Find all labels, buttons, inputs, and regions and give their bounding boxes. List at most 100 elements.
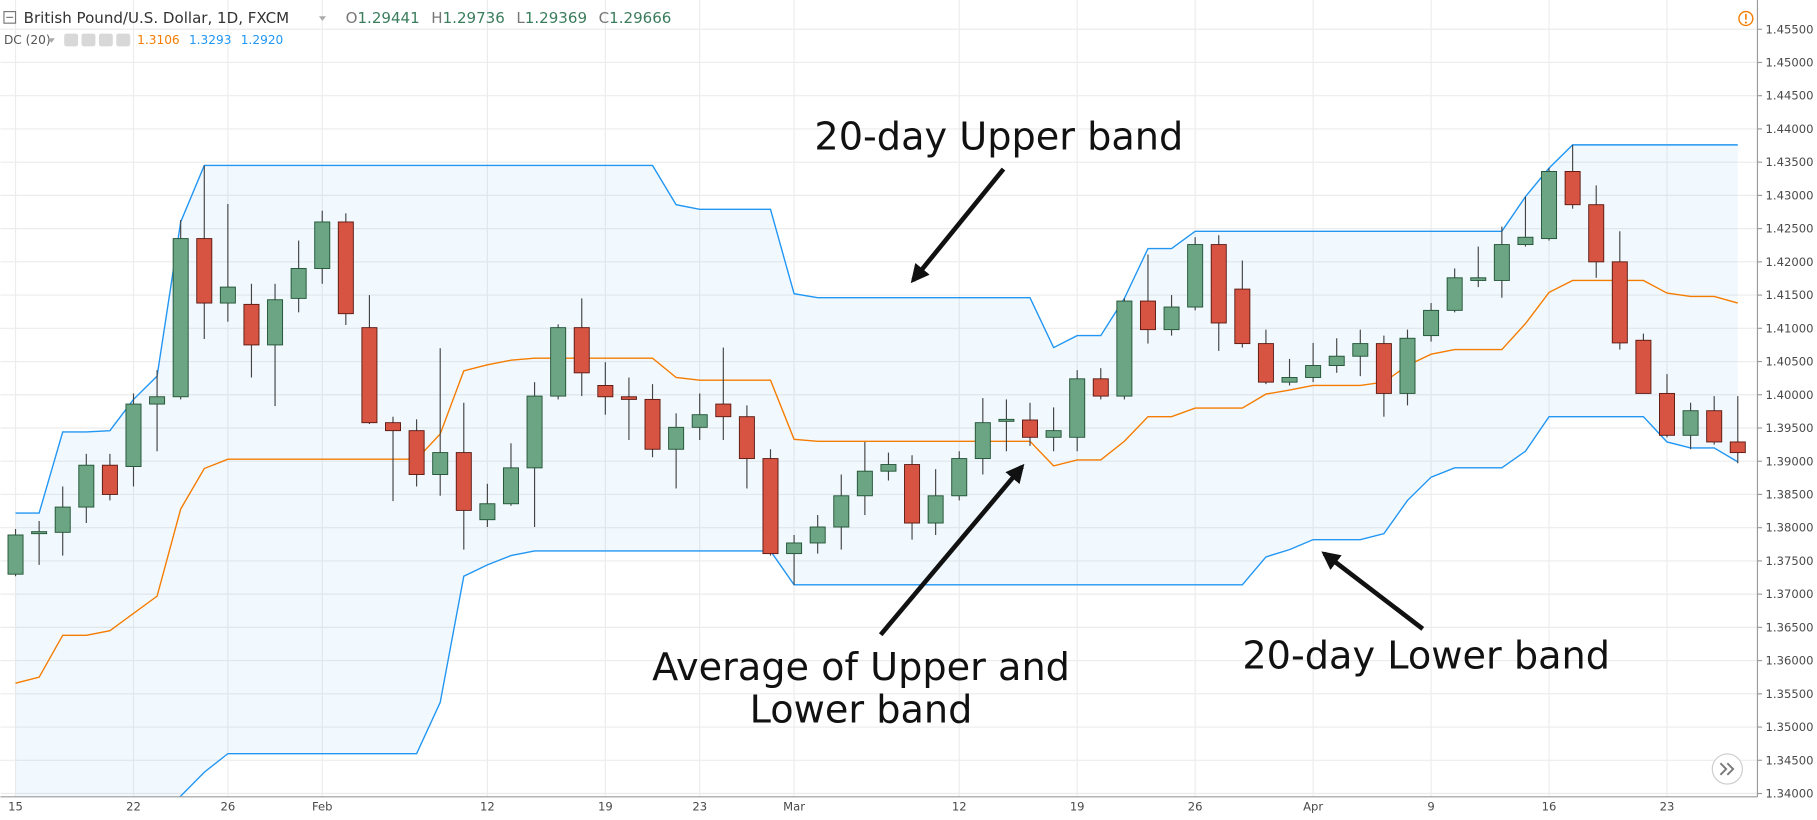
upper-band: [15, 144, 1738, 514]
alert-icon[interactable]: [1738, 10, 1754, 27]
ohlc-value: 1.29441: [357, 9, 419, 27]
candle-body: [432, 452, 449, 475]
y-tick-label: 1.40000: [1766, 388, 1814, 402]
ohlc-label: O: [346, 9, 358, 27]
arrow-upper: [910, 167, 1006, 284]
candle-body: [904, 464, 921, 524]
ohlc-value: 1.29666: [609, 9, 671, 27]
ohlc-label: L: [516, 9, 525, 27]
candle-body: [1305, 365, 1322, 378]
x-tick-label: 19: [1070, 800, 1085, 814]
candle-body: [1281, 377, 1298, 383]
candle-body: [998, 418, 1015, 422]
y-tick-label: 1.43000: [1766, 188, 1814, 202]
candle-body: [1588, 204, 1605, 263]
x-tick-label: 22: [126, 800, 141, 814]
lower-band: [178, 415, 1739, 797]
eye-button[interactable]: [64, 33, 79, 47]
candle-body: [668, 426, 685, 450]
x-tick-label: Feb: [312, 800, 333, 814]
candle-body: [125, 403, 142, 468]
candle-body: [715, 403, 732, 418]
remove-button[interactable]: [116, 33, 131, 47]
x-tick-label: 16: [1542, 800, 1557, 814]
candle-body: [856, 470, 873, 497]
candle-body: [267, 299, 284, 346]
candle-body: [479, 503, 496, 521]
annotation-lower: 20-day Lower band: [1242, 634, 1610, 678]
x-tick-label: 12: [480, 800, 495, 814]
y-tick-label: 1.44000: [1766, 122, 1814, 136]
x-tick-label: 26: [220, 800, 235, 814]
y-tick-label: 1.35500: [1766, 687, 1814, 701]
annotation-average-line2: Lower band: [750, 689, 973, 733]
candle-body: [1541, 170, 1558, 240]
scroll-icon: [1719, 762, 1735, 776]
plot-area: [7, 144, 1746, 797]
y-tick-label: 1.34000: [1766, 787, 1814, 801]
candle-body: [1682, 410, 1699, 436]
indicator-name: DC (20): [4, 33, 51, 47]
x-tick-label: Mar: [783, 800, 805, 814]
ohlc-value: 1.29736: [443, 9, 505, 27]
candle-body: [1729, 441, 1746, 454]
candle-body: [219, 286, 236, 304]
candle-body: [1635, 339, 1652, 394]
candle-body: [1328, 355, 1345, 366]
y-tick-label: 1.41000: [1766, 321, 1814, 335]
candle-body: [951, 458, 968, 497]
candle-body: [1493, 244, 1510, 281]
x-tick-label: 15: [8, 800, 23, 814]
ohlc-readout: O1.29441 H1.29736 L1.29369 C1.29666: [346, 9, 672, 27]
candle-body: [1139, 300, 1156, 331]
annotation-upper: 20-day Upper band: [814, 115, 1183, 159]
more-button[interactable]: [98, 33, 113, 47]
x-tick-label: 26: [1188, 800, 1203, 814]
y-tick-label: 1.45000: [1766, 56, 1814, 70]
candle-body: [1022, 419, 1038, 438]
x-tick-label: 23: [1660, 800, 1675, 814]
axes: 1.34000 1.34500 1.35000 1.35500 1.36000 1.365…: [8, 22, 1813, 813]
candle-body: [738, 416, 755, 460]
y-tick-label: 1.38000: [1766, 521, 1814, 535]
candle-body: [54, 506, 71, 533]
collapse-icon[interactable]: [3, 11, 17, 24]
candle-body: [1423, 309, 1440, 337]
middle-band: [15, 279, 1738, 684]
ohlc-label: C: [599, 9, 610, 27]
candle-body: [1564, 170, 1581, 206]
candle-body: [526, 395, 543, 469]
candle-body: [691, 414, 708, 428]
candle-body: [927, 495, 944, 524]
candle-body: [31, 531, 48, 535]
candle-body: [974, 422, 991, 460]
candle-body: [1659, 392, 1675, 436]
indicator-dropdown[interactable]: [47, 38, 55, 43]
candle-body: [1210, 244, 1227, 324]
candle-body: [101, 464, 118, 495]
indicator-readout: 1.3106: [137, 33, 180, 47]
candle-body: [314, 221, 331, 269]
candle-body: [243, 303, 260, 346]
candle-body: [149, 396, 166, 405]
candle-body: [550, 327, 567, 397]
dropdown-icon[interactable]: [318, 16, 326, 21]
candle-body: [1234, 288, 1251, 345]
arrow-average: [878, 463, 1025, 637]
x-tick-label: Apr: [1303, 800, 1323, 814]
candle-body: [880, 464, 897, 472]
candle-body: [1069, 378, 1086, 438]
alert-icon-dot: [1744, 21, 1747, 24]
candle-body: [1187, 244, 1204, 308]
y-tick-label: 1.43500: [1766, 155, 1814, 169]
candle-body: [1257, 343, 1274, 383]
y-tick-label: 1.41500: [1766, 288, 1814, 302]
y-tick-label: 1.36500: [1766, 620, 1814, 634]
settings-button[interactable]: [81, 33, 96, 47]
candle-body: [337, 221, 354, 315]
candle-body: [573, 327, 590, 374]
candle-body: [1045, 430, 1062, 438]
band-fill: [15, 144, 1738, 797]
